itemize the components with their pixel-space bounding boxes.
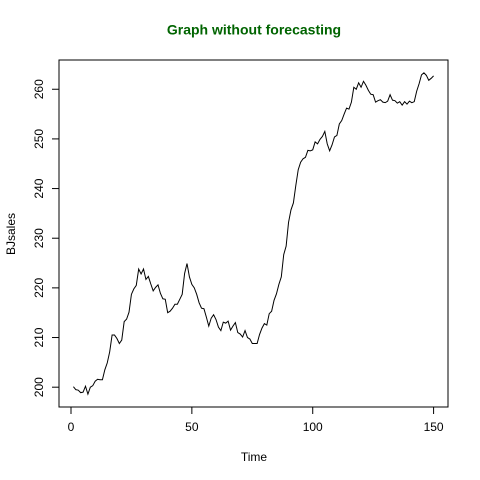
y-tick-label: 260 — [32, 79, 46, 99]
y-tick-label: 220 — [32, 278, 46, 298]
y-tick-label: 230 — [32, 228, 46, 248]
x-axis-label: Time — [241, 450, 268, 464]
y-tick-label: 240 — [32, 178, 46, 198]
x-tick-label: 50 — [185, 420, 199, 434]
x-tick-label: 0 — [68, 420, 75, 434]
x-tick-label: 150 — [424, 420, 444, 434]
plot-frame — [58, 59, 449, 408]
y-tick-label: 250 — [32, 129, 46, 149]
chart-title: Graph without forecasting — [167, 22, 341, 38]
y-tick-label: 200 — [32, 377, 46, 397]
series-line — [73, 72, 434, 396]
y-axis-label: BJsales — [4, 213, 18, 255]
y-tick-label: 210 — [32, 327, 46, 347]
x-tick-label: 100 — [303, 420, 323, 434]
